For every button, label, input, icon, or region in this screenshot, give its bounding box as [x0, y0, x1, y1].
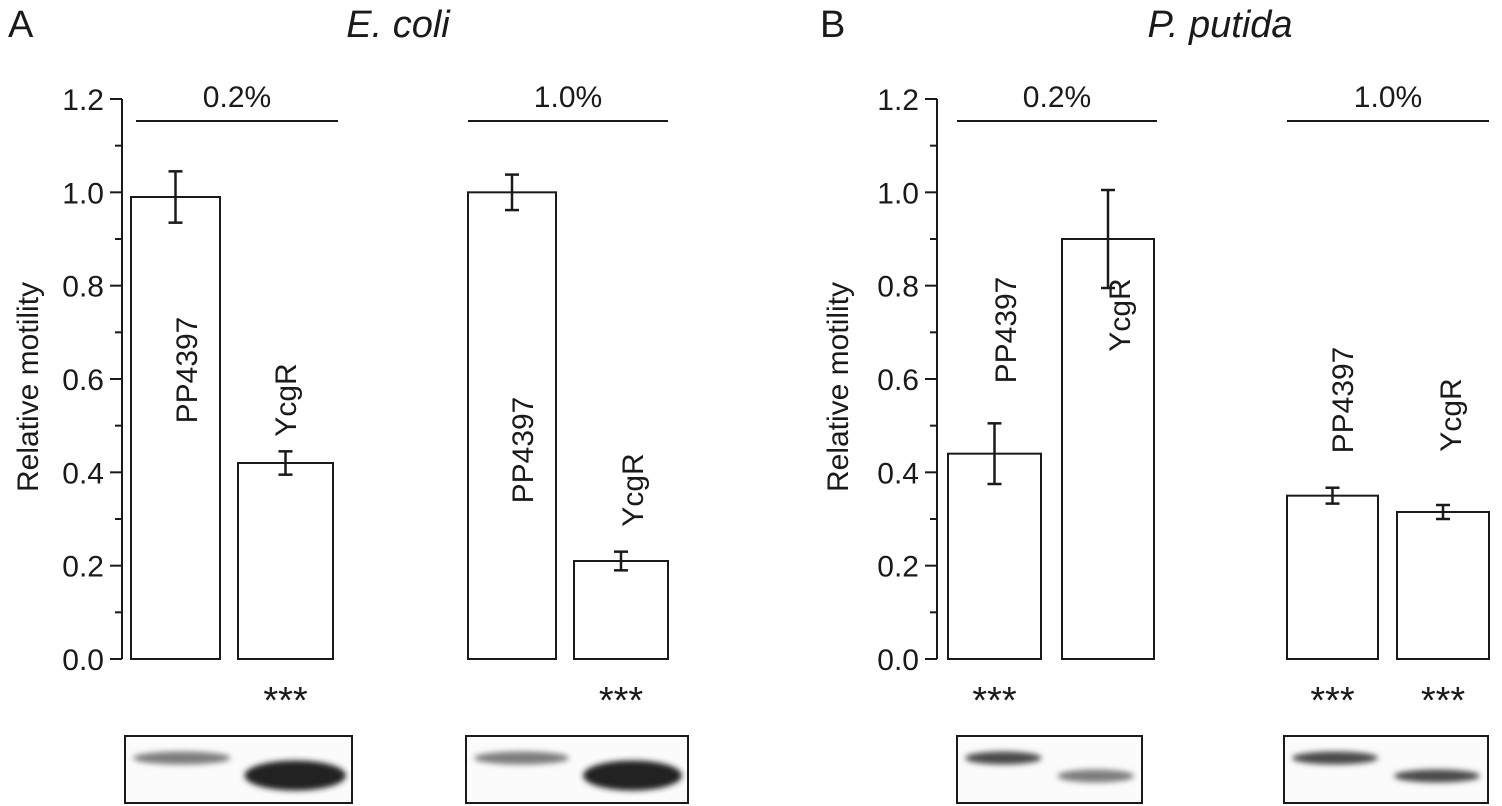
significance-marker: ***	[1421, 680, 1466, 722]
bar-label: PP4397	[990, 277, 1023, 384]
y-tick-label: 0.6	[877, 364, 919, 397]
panel-title: P. putida	[1147, 4, 1292, 46]
significance-marker: ***	[972, 680, 1017, 722]
y-tick-label: 1.2	[62, 84, 104, 117]
bar	[467, 191, 557, 660]
group-label: 1.0%	[534, 81, 602, 114]
blot-frame	[1283, 735, 1489, 804]
significance-marker: ***	[1310, 680, 1355, 722]
western-blot	[956, 735, 1143, 804]
western-blot	[124, 735, 353, 804]
y-tick-label: 0.8	[877, 271, 919, 304]
blot-band	[583, 760, 682, 791]
bar	[573, 560, 669, 660]
y-tick-label: 1.0	[62, 177, 104, 210]
y-axis-label: Relative motility	[822, 282, 855, 492]
y-tick-label: 0.4	[62, 457, 104, 490]
group-label: 1.0%	[1354, 81, 1422, 114]
blot-band	[965, 751, 1042, 765]
blot-band	[1292, 751, 1378, 765]
y-tick-label: 0.6	[62, 364, 104, 397]
y-tick-label: 0.0	[877, 644, 919, 677]
blot-band	[1394, 769, 1480, 783]
blot-band	[244, 760, 346, 791]
panel-b: B P. putida 0.0 0.2 0.4 0.6 0.8 1.0 1.2 Relative …	[820, 4, 1490, 804]
bar-label: YcgR	[1104, 278, 1137, 351]
y-tick-label: 1.2	[877, 84, 919, 117]
blot-band	[474, 751, 569, 765]
significance-marker: ***	[263, 680, 308, 722]
bar-label: PP4397	[171, 317, 204, 424]
y-tick-label: 0.0	[62, 644, 104, 677]
bar	[947, 452, 1042, 660]
panel-a: A E. coli 0.0 0.2 0.4 0.6 0.8 1.0 1.2 Relative mo…	[8, 4, 689, 804]
blot-frame	[956, 735, 1143, 804]
panel-title: E. coli	[346, 4, 451, 46]
group-label: 0.2%	[1023, 81, 1091, 114]
bar	[130, 196, 221, 660]
y-axis-label: Relative motility	[12, 282, 45, 492]
y-tick-label: 0.2	[62, 551, 104, 584]
western-blot	[465, 735, 689, 804]
y-tick-label: 0.2	[877, 551, 919, 584]
significance-marker: ***	[599, 680, 644, 722]
y-tick-label: 0.4	[877, 457, 919, 490]
bar-label: PP4397	[507, 397, 540, 504]
bar-label: YcgR	[617, 453, 650, 526]
bar-label: YcgR	[270, 363, 303, 436]
blot-band	[1057, 769, 1134, 783]
bar-label: YcgR	[1435, 378, 1468, 451]
bar	[1061, 238, 1155, 660]
panel-letter: B	[820, 4, 845, 46]
group-label: 0.2%	[203, 81, 271, 114]
bar-label: PP4397	[1327, 347, 1360, 454]
y-tick-label: 0.8	[62, 271, 104, 304]
blot-band	[133, 751, 231, 765]
western-blot	[1283, 735, 1489, 804]
y-tick-label: 1.0	[877, 177, 919, 210]
bar	[1286, 494, 1379, 660]
bar	[237, 462, 334, 660]
bar	[1396, 511, 1490, 660]
panel-letter: A	[8, 4, 34, 46]
